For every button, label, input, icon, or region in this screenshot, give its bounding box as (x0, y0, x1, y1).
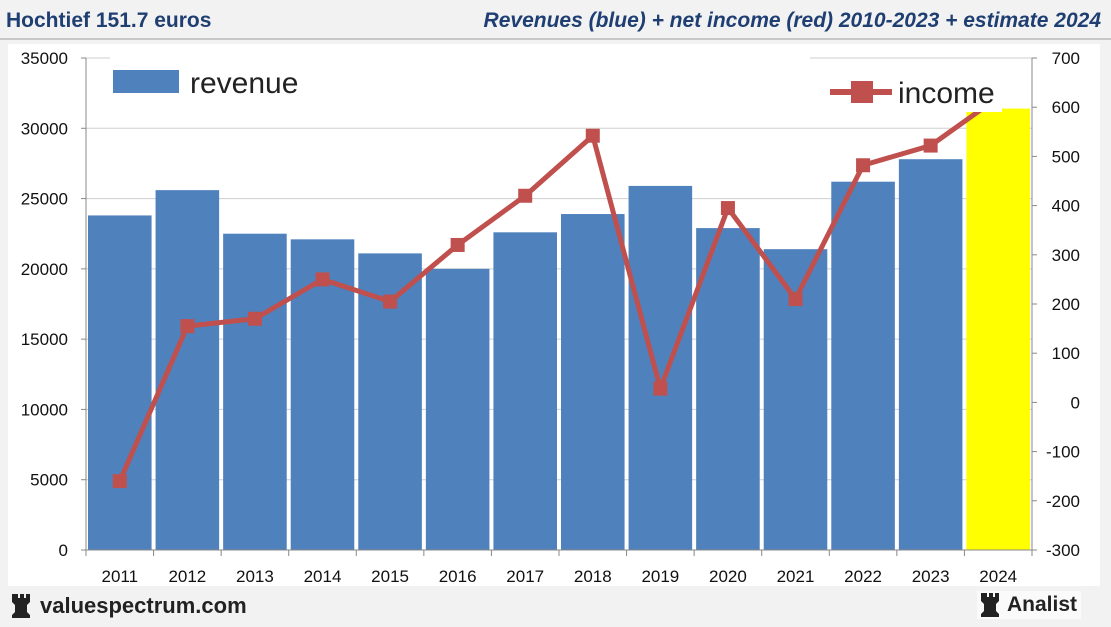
chart-title-description: Revenues (blue) + net income (red) 2010-… (483, 9, 1101, 32)
x-axis-tick-label: 2013 (236, 567, 274, 586)
income-point (923, 138, 938, 153)
revenue-bar (155, 190, 220, 550)
legend-revenue-label: revenue (190, 67, 298, 100)
revenue-bar (425, 268, 490, 550)
revenue-bar (493, 232, 557, 550)
rook-icon (12, 594, 30, 618)
income-point (518, 188, 533, 203)
income-point (383, 294, 398, 309)
legend-income-label: income (898, 77, 995, 110)
x-axis-tick-label: 2019 (641, 567, 679, 586)
right-axis-tick-label: 700 (1052, 49, 1080, 68)
x-axis-tick-label: 2022 (844, 567, 882, 586)
income-point (180, 319, 195, 334)
income-point (247, 311, 262, 326)
right-axis-tick-label: 600 (1052, 98, 1080, 117)
chart-title-company: Hochtief 151.7 euros (6, 9, 212, 32)
left-axis-tick-label: 20000 (21, 260, 68, 279)
revenue-income-chart: 05000100001500020000250003000035000-300-… (8, 44, 1100, 586)
right-axis-tick-label: 0 (1071, 393, 1080, 412)
left-axis-tick-label: 25000 (21, 190, 68, 209)
right-axis-tick-label: 300 (1052, 246, 1080, 265)
right-axis-tick-label: -200 (1046, 492, 1080, 511)
revenue-bar (831, 181, 895, 550)
x-axis-tick-label: 2023 (912, 567, 950, 586)
revenue-bar (88, 215, 152, 550)
income-point (585, 128, 600, 143)
income-point (315, 272, 330, 287)
income-point (856, 158, 871, 173)
income-point (450, 237, 465, 252)
revenue-bar (898, 159, 963, 550)
left-axis-tick-label: 0 (59, 541, 68, 560)
left-axis-tick-label: 10000 (21, 400, 68, 419)
x-axis-tick-label: 2018 (574, 567, 612, 586)
x-axis-tick-label: 2016 (439, 567, 477, 586)
income-point (788, 292, 803, 307)
x-axis-tick-label: 2017 (506, 567, 544, 586)
income-point (653, 381, 668, 396)
right-axis-tick-label: 100 (1052, 344, 1080, 363)
x-axis-tick-label: 2021 (777, 567, 815, 586)
right-axis-tick-label: 200 (1052, 295, 1080, 314)
site-name[interactable]: valuespectrum.com (40, 593, 247, 618)
legend-income-swatch-marker (851, 81, 873, 103)
revenue-bar (696, 228, 760, 550)
x-axis-tick-label: 2012 (168, 567, 206, 586)
right-axis-tick-label: 500 (1052, 147, 1080, 166)
x-axis-tick-label: 2014 (304, 567, 342, 586)
income-line (117, 95, 1000, 483)
x-axis-tick-label: 2015 (371, 567, 409, 586)
footer-brand: Analist (976, 591, 1081, 619)
revenue-bar-estimate (966, 108, 1030, 550)
legend-revenue-box (110, 52, 810, 104)
revenue-bar (223, 233, 287, 550)
left-axis-tick-label: 30000 (21, 119, 68, 138)
revenue-bar (561, 214, 625, 550)
income-point (720, 201, 735, 216)
income-point (112, 474, 127, 489)
brand-name: Analist (1006, 593, 1077, 616)
right-axis-tick-label: -300 (1046, 541, 1080, 560)
revenue-bar (628, 185, 693, 551)
x-axis-tick-label: 2020 (709, 567, 747, 586)
x-axis-tick-label: 2024 (979, 567, 1017, 586)
rook-icon (980, 593, 999, 617)
left-axis-tick-label: 5000 (30, 471, 68, 490)
left-axis-tick-label: 35000 (21, 49, 68, 68)
legend-revenue-swatch (113, 70, 179, 93)
footer-site: valuespectrum.com (12, 593, 247, 619)
right-axis-tick-label: 400 (1052, 197, 1080, 216)
x-axis-tick-label: 2011 (102, 567, 139, 586)
left-axis-tick-label: 15000 (21, 330, 68, 349)
header-divider (0, 38, 1111, 40)
right-axis-tick-label: -100 (1046, 443, 1080, 462)
